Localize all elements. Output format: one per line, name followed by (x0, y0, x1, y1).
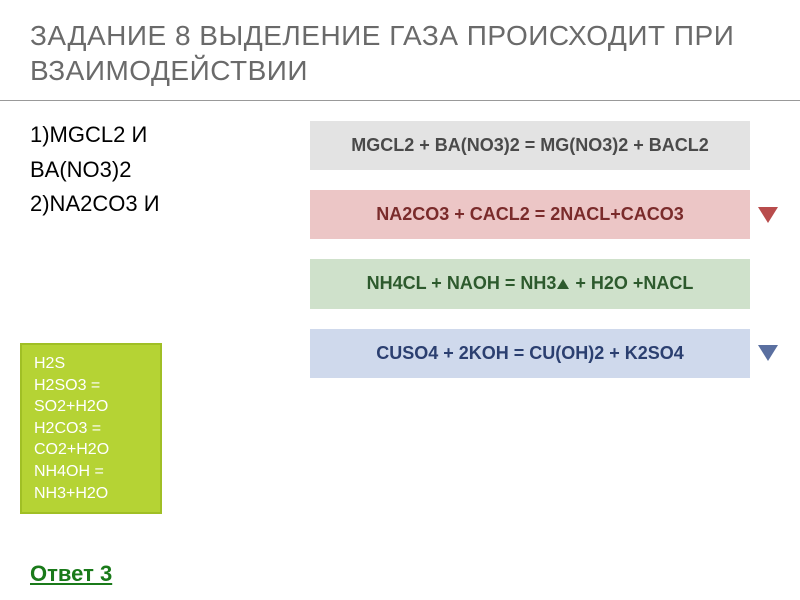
equation-3: NH4CL + NAOH = NH3 + H2O +NACL (310, 259, 750, 308)
answer-link[interactable]: Ответ 3 (30, 561, 112, 587)
precipitate-icon (758, 345, 778, 361)
hint-line: SO2+H2O (34, 396, 148, 418)
equation-2-text: NA2CO3 + CACL2 = 2NACL+CACO3 (376, 204, 684, 224)
equation-2: NA2CO3 + CACL2 = 2NACL+CACO3 (310, 190, 750, 239)
equation-4-text: CUSO4 + 2KOH = CU(OH)2 + K2SO4 (376, 343, 684, 363)
hint-line: H2S (34, 353, 148, 375)
content-area: 1)MGCL2 И BA(NO3)2 2)NA2CO3 И CACL2 3)NH… (0, 101, 800, 149)
hint-tooltip: H2S H2SO3 = SO2+H2O H2CO3 = CO2+H2O NH4O… (20, 343, 162, 514)
option-1-line1: 1)MGCL2 И (30, 121, 290, 150)
equation-4: CUSO4 + 2KOH = CU(OH)2 + K2SO4 (310, 329, 750, 378)
hint-line: H2SO3 = (34, 375, 148, 397)
page-title: ЗАДАНИЕ 8 ВЫДЕЛЕНИЕ ГАЗА ПРОИСХОДИТ ПРИ … (30, 18, 770, 88)
hint-line: NH4OH = (34, 461, 148, 483)
option-2-line1: 2)NA2CO3 И (30, 190, 290, 219)
precipitate-icon (758, 207, 778, 223)
equations-column: MGCL2 + BA(NO3)2 = MG(NO3)2 + BACL2 NA2C… (310, 121, 750, 398)
option-1-line2: BA(NO3)2 (30, 156, 290, 185)
equation-3-part1: NH4CL + NAOH = NH3 (367, 273, 557, 293)
equation-3-part2: + H2O +NACL (570, 273, 693, 293)
hint-line: NH3+H2O (34, 483, 148, 505)
hint-line: CO2+H2O (34, 439, 148, 461)
gas-arrow-icon (557, 279, 569, 289)
title-bar: ЗАДАНИЕ 8 ВЫДЕЛЕНИЕ ГАЗА ПРОИСХОДИТ ПРИ … (0, 0, 800, 101)
equation-1: MGCL2 + BA(NO3)2 = MG(NO3)2 + BACL2 (310, 121, 750, 170)
hint-line: H2CO3 = (34, 418, 148, 440)
